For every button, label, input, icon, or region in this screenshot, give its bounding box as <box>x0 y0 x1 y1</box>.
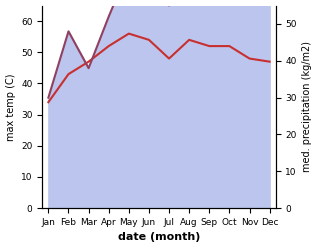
Y-axis label: max temp (C): max temp (C) <box>5 73 16 141</box>
X-axis label: date (month): date (month) <box>118 232 200 243</box>
Y-axis label: med. precipitation (kg/m2): med. precipitation (kg/m2) <box>302 41 313 172</box>
